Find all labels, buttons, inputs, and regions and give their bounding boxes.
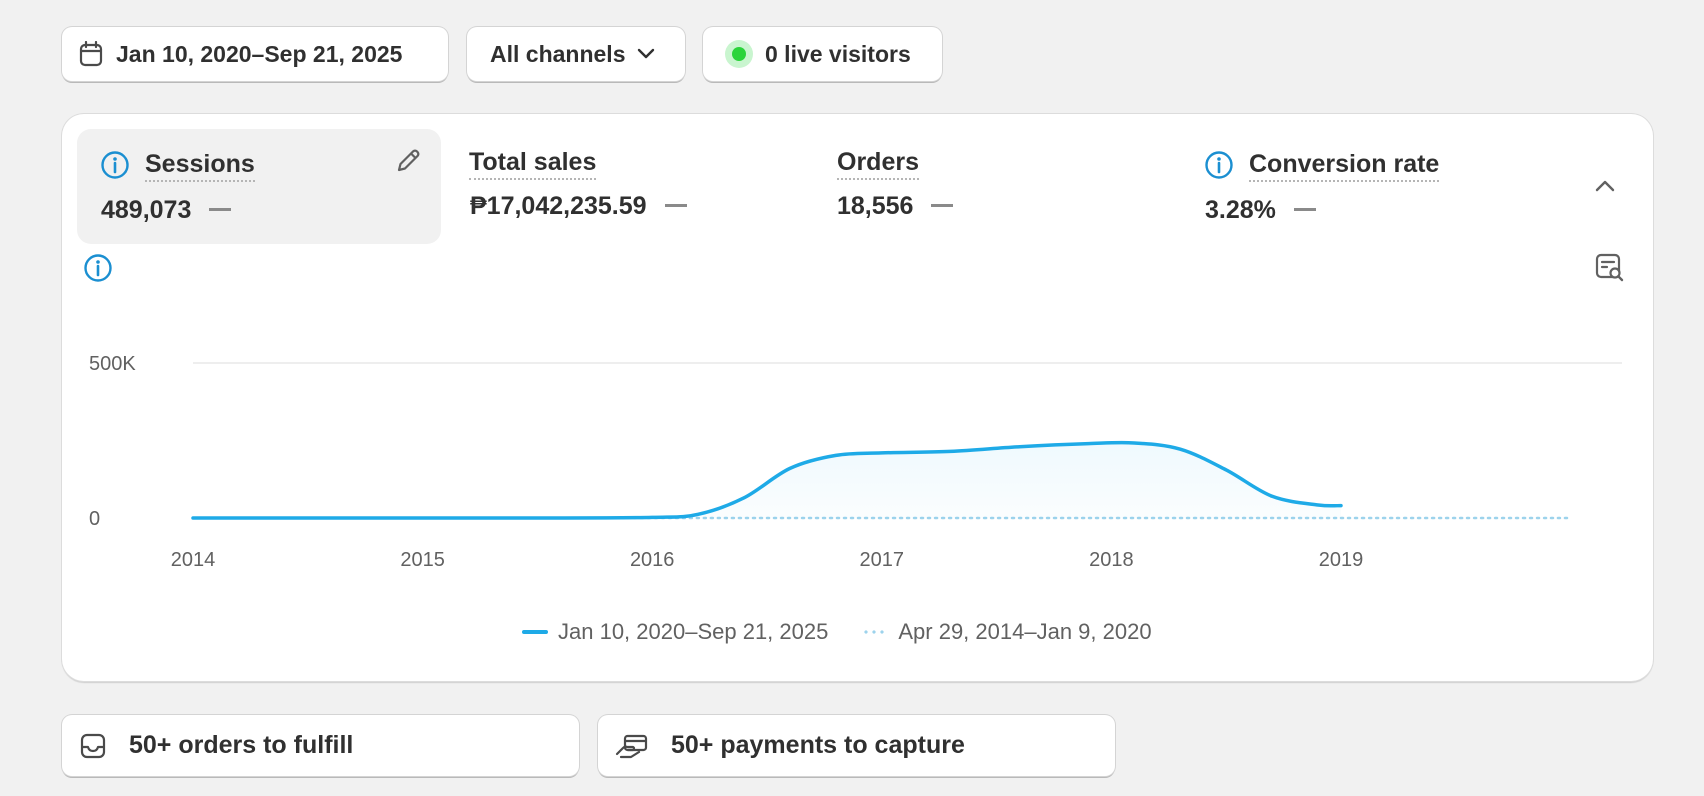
x-axis-tick-label: 2017 (860, 549, 905, 571)
y-axis-tick-label: 0 (89, 508, 100, 530)
metric-title-sessions[interactable]: Sessions (145, 150, 255, 182)
x-axis-tick-label: 2016 (630, 549, 675, 571)
trend-dash (664, 203, 687, 207)
analytics-card: Sessions 489,073 Total sales ₱17,042,235… (62, 114, 1653, 681)
y-axis-tick-label: 500K (89, 353, 136, 375)
live-visitors-button[interactable]: 0 live visitors (703, 27, 942, 81)
metric-value-orders: 18,556 (837, 192, 954, 221)
report-search-icon[interactable] (1594, 252, 1624, 282)
series-line-current (191, 440, 1343, 520)
legend-label-comparison: Apr 29, 2014–Jan 9, 2020 (898, 619, 1152, 644)
calendar-icon (79, 41, 103, 67)
live-status-indicator (725, 40, 753, 68)
legend-swatch-dotted (862, 630, 889, 634)
metric-value-conversion-rate: 3.28% (1205, 196, 1316, 225)
channels-label: All channels (490, 40, 626, 67)
sessions-chart: 0 500K 2014 2015 2016 2017 2018 2019 (89, 353, 1622, 571)
legend-swatch-solid (522, 630, 548, 634)
legend-item-current[interactable]: Jan 10, 2020–Sep 21, 2025 (522, 619, 828, 645)
info-icon[interactable] (1204, 150, 1234, 180)
payments-to-capture-label: 50+ payments to capture (671, 731, 965, 759)
x-axis-tick-label: 2015 (400, 549, 445, 571)
legend-label-current: Jan 10, 2020–Sep 21, 2025 (558, 619, 829, 644)
chart-legend: Jan 10, 2020–Sep 21, 2025 Apr 29, 2014–J… (522, 619, 1186, 645)
edit-pencil-icon[interactable] (393, 146, 423, 176)
series-area-current (193, 442, 1341, 519)
legend-item-comparison[interactable]: Apr 29, 2014–Jan 9, 2020 (862, 619, 1152, 645)
orders-to-fulfill-card[interactable]: 50+ orders to fulfill (62, 715, 579, 776)
x-axis-tick-label: 2019 (1319, 549, 1364, 571)
hand-card-icon (615, 734, 648, 758)
x-axis-tick-label: 2014 (171, 549, 216, 571)
chevron-up-icon[interactable] (1594, 178, 1616, 194)
date-range-button[interactable]: Jan 10, 2020–Sep 21, 2025 (62, 27, 448, 81)
info-icon[interactable] (100, 150, 130, 180)
chevron-down-icon (638, 48, 655, 59)
live-visitors-label: 0 live visitors (765, 40, 911, 67)
x-axis-tick-label: 2018 (1089, 549, 1134, 571)
payments-to-capture-card[interactable]: 50+ payments to capture (598, 715, 1115, 776)
channels-dropdown[interactable]: All channels (467, 27, 685, 81)
inbox-icon (80, 733, 106, 758)
metric-value-total-sales: ₱17,042,235.59 (470, 192, 687, 221)
metric-value-sessions: 489,073 (101, 196, 232, 225)
metric-tile-sessions[interactable] (77, 129, 441, 244)
metric-title-orders[interactable]: Orders (837, 148, 919, 180)
chart-info-icon[interactable] (83, 253, 113, 283)
trend-dash (209, 207, 232, 211)
trend-dash (1293, 207, 1316, 211)
trend-dash (931, 203, 954, 207)
metric-title-total-sales[interactable]: Total sales (469, 148, 597, 180)
metric-title-conversion-rate[interactable]: Conversion rate (1249, 150, 1440, 182)
orders-to-fulfill-label: 50+ orders to fulfill (129, 731, 354, 759)
date-range-label: Jan 10, 2020–Sep 21, 2025 (116, 40, 403, 67)
